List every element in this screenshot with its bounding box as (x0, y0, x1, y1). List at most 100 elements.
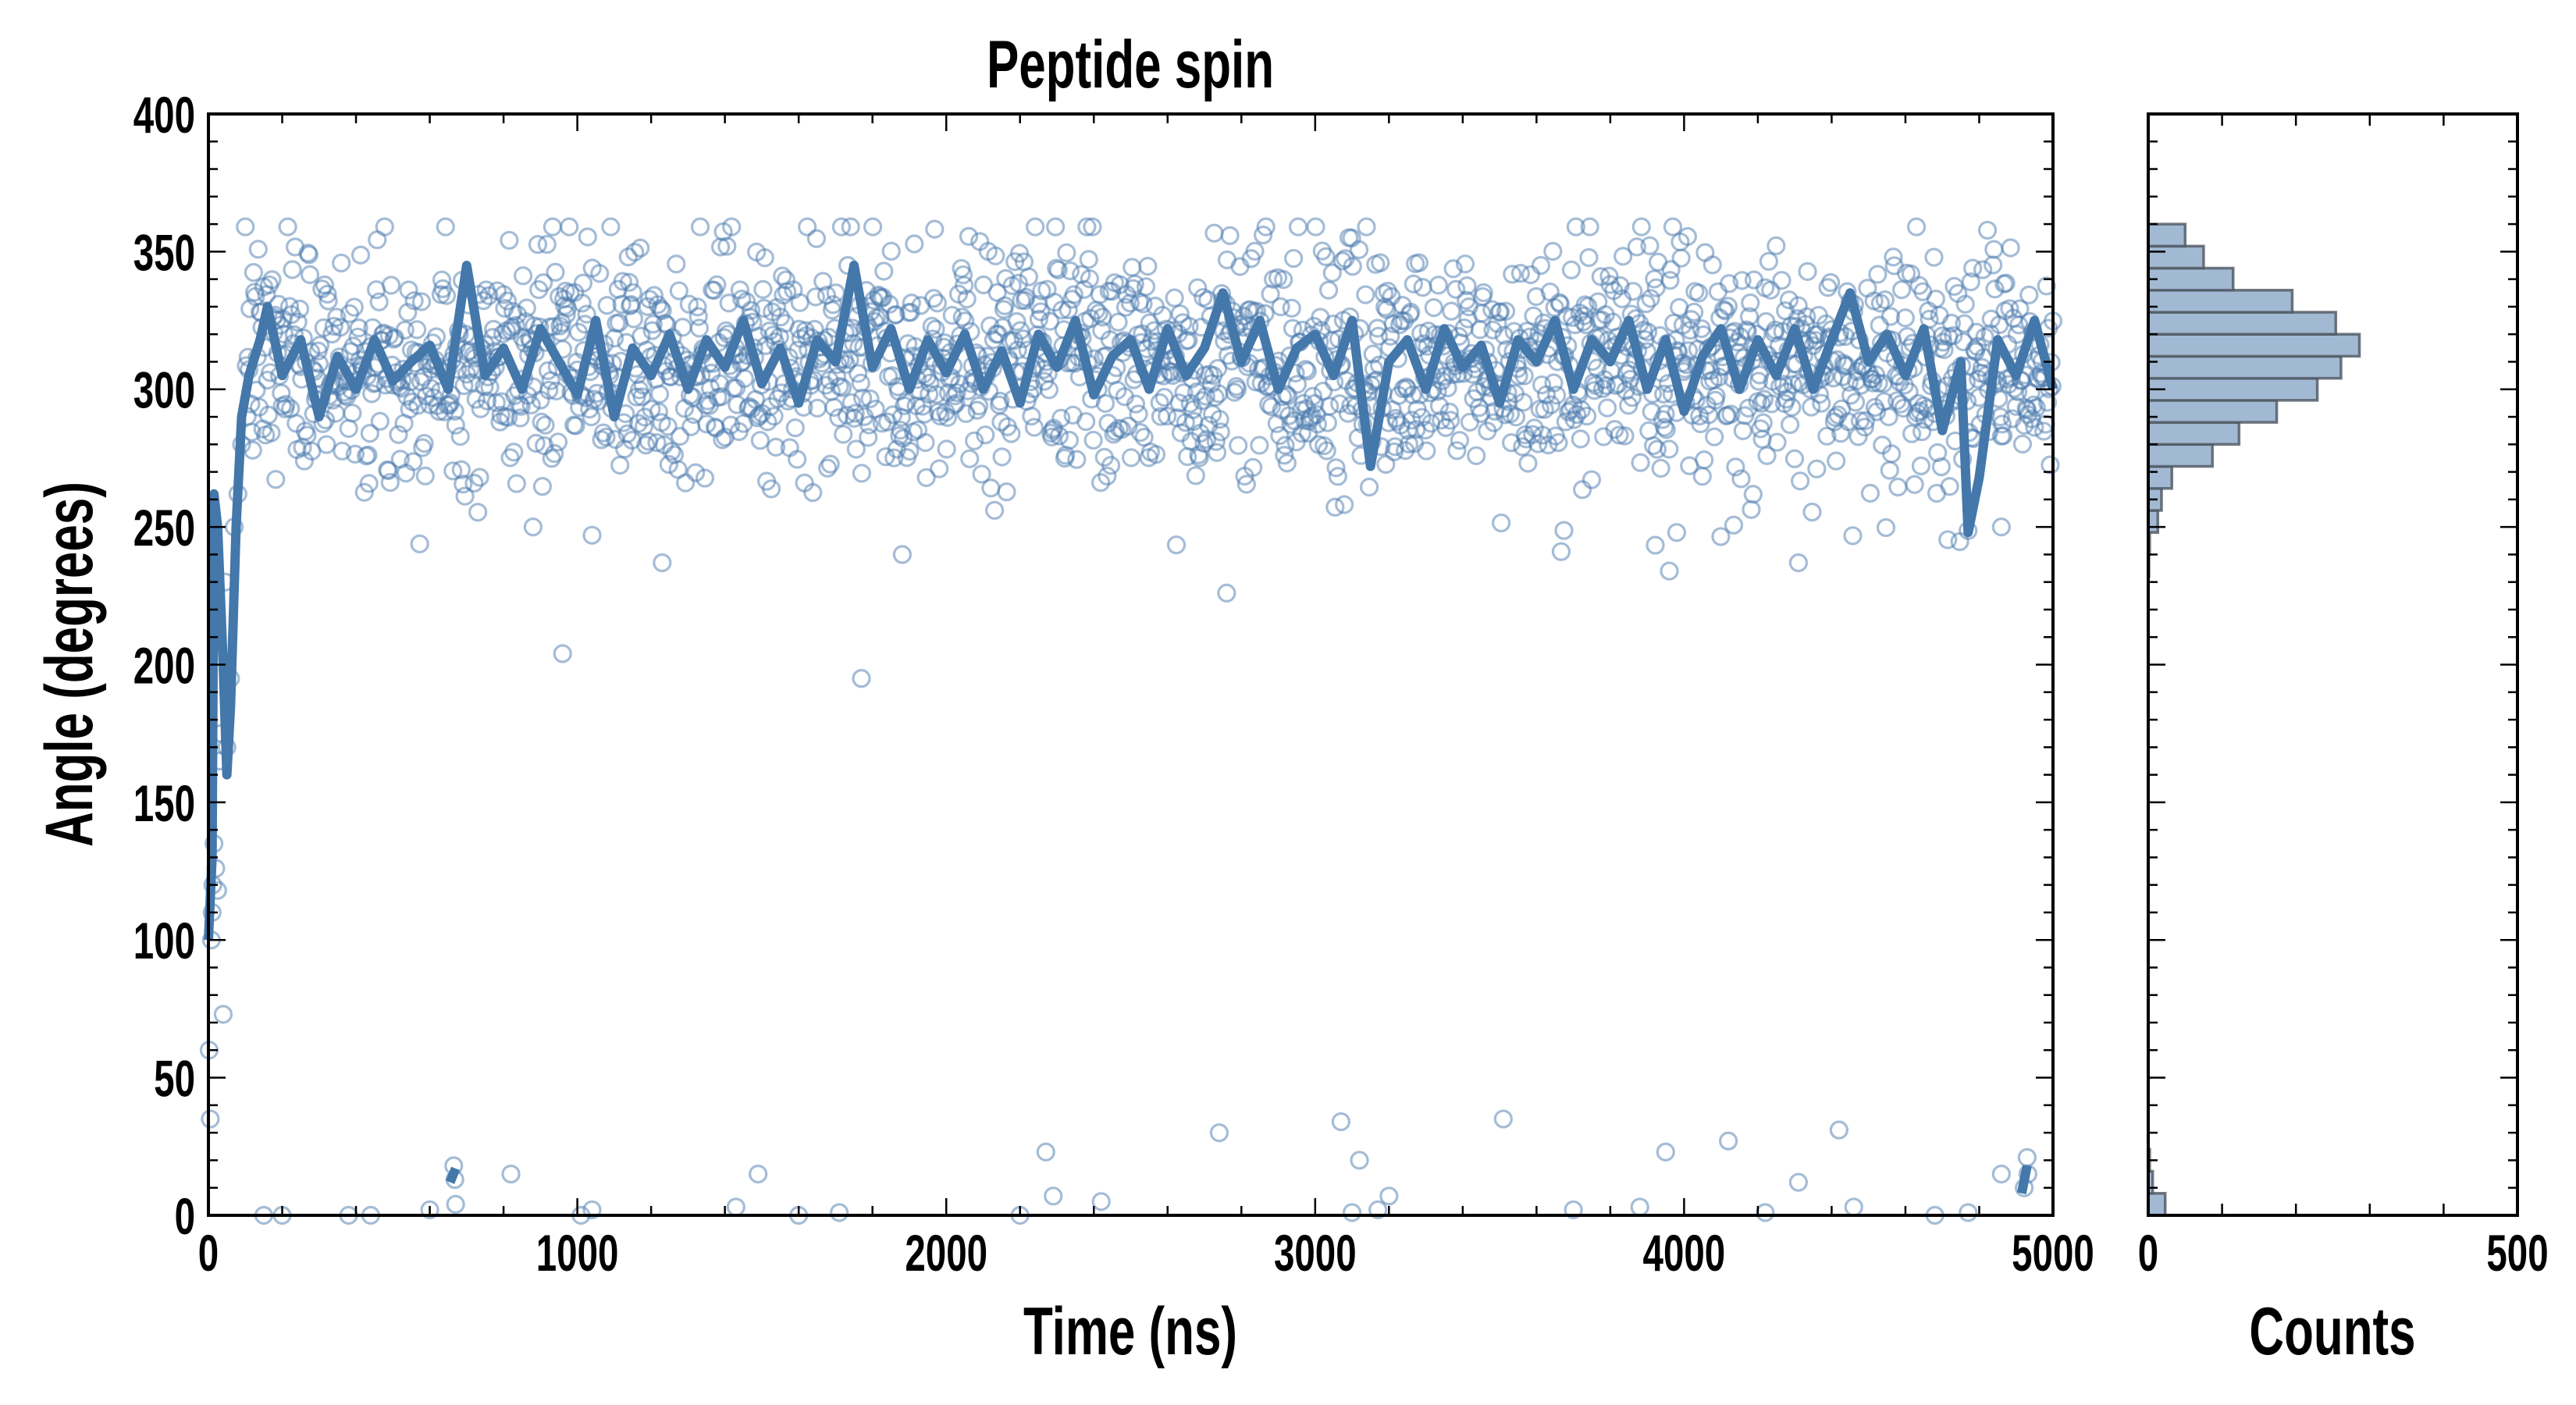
scatter-point (324, 316, 343, 336)
scatter-point (1052, 301, 1072, 320)
scatter-point (1443, 259, 1463, 279)
scatter-point (446, 415, 465, 435)
scatter-point (1767, 432, 1787, 452)
scatter-point (1209, 1123, 1229, 1143)
scatter-point (832, 378, 852, 397)
scatter-point (1098, 466, 1117, 486)
scatter-point (1126, 394, 1146, 414)
scatter-point (952, 308, 972, 327)
scatter-point (501, 1164, 521, 1184)
scatter-point (1318, 280, 1339, 300)
scatter-point (667, 254, 686, 274)
scatter-point (1546, 386, 1567, 405)
scatter-point (991, 391, 1010, 411)
scatter-point (1724, 515, 1744, 535)
scatter-point (1095, 393, 1115, 413)
scatter-point (1026, 217, 1045, 237)
scatter-point (916, 468, 936, 487)
scatter-point (454, 475, 473, 494)
scatter-point (1646, 535, 1665, 555)
scatter-point (528, 235, 548, 254)
scatter-point (523, 518, 543, 537)
scatter-point (773, 266, 792, 286)
scatter-point (1402, 411, 1421, 430)
scatter-point (1205, 387, 1225, 407)
scatter-point (1447, 441, 1467, 461)
x-axis-label: Time (ns) (1023, 1293, 1237, 1368)
scatter-point (2001, 238, 2020, 258)
scatter-point (1880, 461, 1899, 480)
scatter-point (426, 327, 447, 347)
histogram-plot: 0 500 (2138, 112, 2549, 1282)
scatter-point (1256, 217, 1276, 237)
scatter-point (1638, 322, 1658, 342)
main-axes-frame (207, 112, 2055, 1217)
scatter-point (1101, 456, 1121, 475)
scatter-point (532, 477, 552, 496)
scatter-point (1490, 302, 1510, 322)
scatter-point (1961, 272, 1980, 292)
scatter-point (545, 443, 564, 464)
y-tick-label: 250 (133, 500, 195, 557)
scatter-point (1080, 269, 1099, 289)
scatter-point (749, 1164, 768, 1184)
scatter-point (348, 327, 368, 347)
scatter-point (688, 297, 707, 317)
scatter-point (1044, 1186, 1063, 1206)
running-average-line (445, 1166, 461, 1184)
scatter-point (1654, 384, 1674, 404)
scatter-point (1685, 302, 1704, 322)
scatter-point (1533, 425, 1553, 445)
scatter-point (1210, 410, 1229, 429)
scatter-point (1876, 518, 1896, 538)
scatter-point (1564, 1200, 1583, 1220)
scatter-point (1399, 434, 1418, 454)
y-tick-label: 50 (154, 1051, 195, 1108)
scatter-point (461, 359, 480, 379)
scatter-point (1882, 444, 1902, 464)
scatter-point (1206, 432, 1226, 451)
scatter-point (920, 384, 939, 404)
main-scatter-plot: 0 1000 2000 3000 4000 5000 0 50 100 150 200 250 300 3… (133, 87, 2094, 1282)
scatter-point (1204, 223, 1224, 243)
scatter-point (1605, 419, 1624, 439)
scatter-point (344, 297, 364, 317)
scatter-point (404, 452, 423, 471)
scatter-point (1306, 217, 1325, 237)
scatter-point (1271, 297, 1290, 317)
scatter-point (1439, 402, 1460, 422)
scatter-point (1024, 418, 1044, 437)
scatter-point (684, 404, 703, 425)
scatter-point (248, 240, 268, 259)
scatter-point (546, 262, 565, 282)
scatter-point (339, 418, 358, 439)
scatter-point (1193, 391, 1212, 411)
scatter-point (1296, 360, 1315, 379)
scatter-point (1879, 407, 1898, 427)
scatter-point (1455, 254, 1475, 274)
scatter-point (997, 482, 1016, 502)
scatter-point (1941, 313, 1962, 333)
scatter-point (333, 441, 352, 461)
scatter-point (619, 272, 639, 292)
histogram-bar (2147, 464, 2174, 490)
scatter-point (1759, 251, 1779, 271)
scatter-point (1381, 326, 1400, 346)
histogram-x-tick-label: 500 (2486, 1225, 2548, 1282)
scatter-point (1207, 443, 1227, 462)
scatter-point (669, 281, 688, 301)
scatter-point (2026, 398, 2046, 418)
scatter-point (1332, 251, 1352, 271)
scatter-point (553, 644, 572, 663)
scatter-point (1784, 449, 1805, 468)
scatter-point (389, 425, 408, 444)
scatter-point (1667, 523, 1687, 542)
scatter-point (741, 301, 761, 320)
histogram-bar (2147, 289, 2294, 314)
scatter-point (1320, 397, 1340, 416)
scatter-point (1742, 500, 1761, 519)
scatter-point (610, 455, 630, 475)
scatter-point (399, 280, 418, 300)
scatter-point (1880, 307, 1901, 326)
scatter-point (924, 289, 944, 308)
